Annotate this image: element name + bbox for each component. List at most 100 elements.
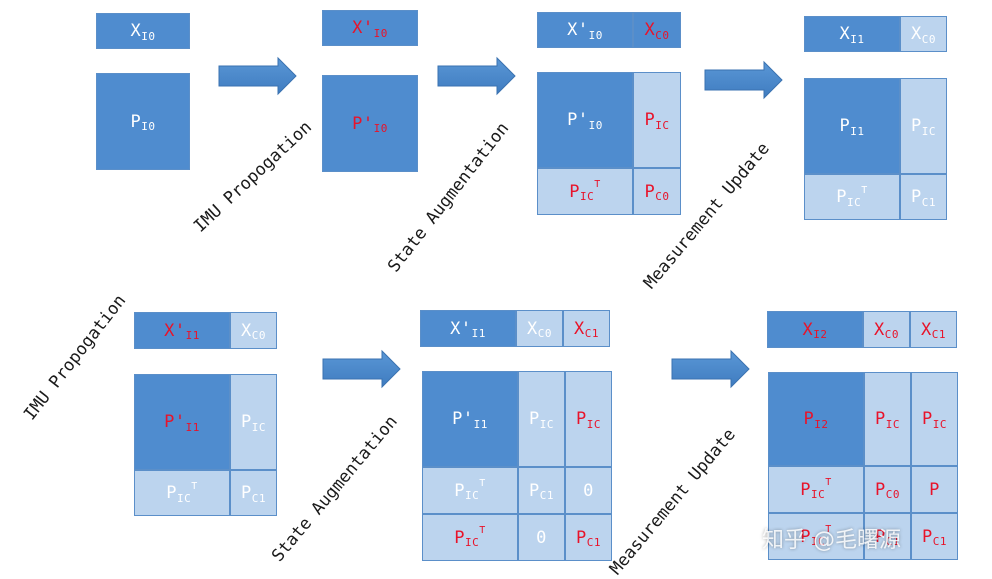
cell-symbol: X — [874, 319, 885, 340]
matrix-cell-r1u-p-ic: P IC — [900, 78, 947, 174]
cell-symbol: P — [836, 187, 847, 207]
cell-subscript: I0 — [373, 122, 388, 135]
matrix-cell-r1u-p-i1: P I1 — [804, 78, 900, 174]
arrow-right-icon — [437, 56, 516, 96]
cell-subscript: I0 — [588, 118, 603, 132]
cell-subscript: IC — [176, 491, 192, 505]
cell-superscript: T — [594, 179, 601, 190]
cell-symbol: X' — [450, 318, 472, 339]
cell-superscript: T — [191, 480, 198, 492]
cell-subscript: C0 — [921, 32, 936, 46]
matrix-cell-r2u-p-i2: P I2 — [768, 372, 864, 466]
cell-symbol: P — [875, 409, 886, 429]
cell-symbol: P' — [567, 110, 589, 130]
matrix-cell-r2-xp-i1: X' I1 — [134, 312, 230, 349]
cell-symbol: X — [911, 24, 922, 44]
cell-symbol: P — [576, 527, 587, 548]
cell-symbol: X — [644, 20, 656, 40]
cell-symbol: P — [644, 110, 656, 130]
matrix-cell-r2-x-c0: X C0 — [230, 312, 277, 349]
cell-symbol: P — [454, 480, 465, 501]
cell-superscript: T — [479, 478, 486, 489]
cell-symbol: X — [574, 318, 585, 339]
cell-subscript: C0 — [655, 28, 670, 42]
cell-symbol: P — [922, 526, 933, 547]
cell-subscript: IC — [539, 417, 554, 431]
watermark: 知乎 @毛曙源 — [762, 528, 901, 553]
cell-symbol: P — [800, 526, 811, 547]
matrix-cell-r2a-x-c1: X C1 — [563, 310, 610, 347]
matrix-cell-r2-p-c1: P C1 — [230, 470, 277, 516]
cell-symbol: 0 — [536, 527, 547, 548]
matrix-cell-r2a-x-c0: X C0 — [516, 310, 563, 347]
cell-symbol: P' — [352, 113, 374, 134]
cell-symbol: P — [803, 409, 815, 429]
cell-symbol: P — [166, 483, 177, 503]
matrix-cell-r2u-p: P — [911, 466, 958, 513]
cell-symbol: P' — [452, 409, 474, 429]
matrix-cell-r2-p-ict: P IC T — [134, 470, 230, 516]
arrow-right-icon — [704, 60, 783, 100]
matrix-cell-r1a-p-ic: P IC — [633, 72, 681, 168]
matrix-cell-r1u-x-i1: X I1 — [804, 16, 900, 52]
cell-symbol: 0 — [583, 480, 594, 501]
cell-subscript: C0 — [884, 328, 899, 341]
cell-subscript: IC — [932, 417, 947, 431]
cell-symbol: P — [911, 116, 922, 136]
matrix-cell-r1u-p-c1: P C1 — [900, 174, 947, 220]
cell-subscript: C1 — [586, 536, 601, 549]
matrix-cell-r2u-p-c0: P C0 — [864, 466, 911, 513]
cell-symbol: P — [911, 187, 922, 207]
cell-symbol: X — [130, 21, 142, 41]
cell-symbol: P — [529, 480, 540, 501]
matrix-cell-r2u-x-c0: X C0 — [863, 311, 910, 348]
matrix-cell-r2a-p-ict-b: P IC T — [422, 514, 518, 561]
cell-symbol: X — [921, 319, 932, 340]
matrix-cell-r2u-x-c1: X C1 — [910, 311, 957, 348]
cell-subscript: C1 — [931, 328, 946, 341]
matrix-cell-r2u-p-ic-a: P IC — [864, 372, 911, 466]
cell-subscript: I2 — [813, 328, 828, 341]
matrix-cell-r2u-p-ict-a: P IC T — [768, 466, 864, 513]
matrix-cell-r2a-zero-a: 0 — [565, 467, 612, 514]
arrow-right-icon — [218, 56, 297, 96]
cell-subscript: C1 — [885, 535, 900, 548]
matrix-cell-r2a-p-c1-b: P C1 — [565, 514, 612, 561]
cell-subscript: C1 — [921, 195, 936, 209]
arrow-right-icon — [671, 349, 750, 389]
matrix-cell-r2u-p-c1-c: P C1 — [911, 513, 958, 560]
matrix-cell-r1a-p-c0: P C0 — [633, 168, 681, 215]
matrix-cell-r2u-x-i2: X I2 — [767, 311, 863, 348]
cell-subscript: C0 — [537, 327, 552, 340]
cell-superscript: T — [825, 477, 832, 488]
cell-subscript: C0 — [251, 329, 266, 342]
matrix-cell-r2a-zero-b: 0 — [518, 514, 565, 561]
matrix-cell-r1a-x-c0: X C0 — [633, 12, 681, 48]
matrix-cell-r2u-p-ict-b: P IC T — [768, 513, 864, 560]
matrix-cell-r1a-pp-i0: P' I0 — [537, 72, 633, 168]
matrix-cell-r2-p-ic: P IC — [230, 374, 277, 470]
cell-subscript: I1 — [850, 124, 865, 138]
cell-subscript: I2 — [814, 417, 829, 431]
cell-superscript: T — [479, 525, 486, 536]
matrix-cell-r2a-pp-i1: P' I1 — [422, 371, 518, 467]
cell-subscript: I1 — [850, 32, 865, 46]
cell-symbol: P — [875, 526, 886, 547]
cell-subscript: C1 — [932, 535, 947, 548]
cell-symbol: P — [875, 479, 886, 500]
matrix-cell-r2a-p-ic-a: P IC — [518, 371, 565, 467]
cell-subscript: IC — [921, 124, 936, 138]
cell-subscript: C0 — [885, 488, 900, 501]
cell-subscript: IC — [464, 489, 480, 502]
cell-subscript: I0 — [141, 120, 156, 133]
cell-symbol: P — [529, 409, 540, 429]
matrix-cell-r1-pp-i0: P' I0 — [322, 75, 418, 172]
cell-symbol: X — [241, 320, 252, 341]
matrix-cell-r1-p-i0: P I0 — [96, 73, 190, 170]
cell-symbol: P — [576, 409, 587, 429]
cell-superscript: T — [825, 524, 832, 535]
cell-subscript: I0 — [588, 28, 603, 42]
cell-subscript: IC — [810, 488, 826, 501]
